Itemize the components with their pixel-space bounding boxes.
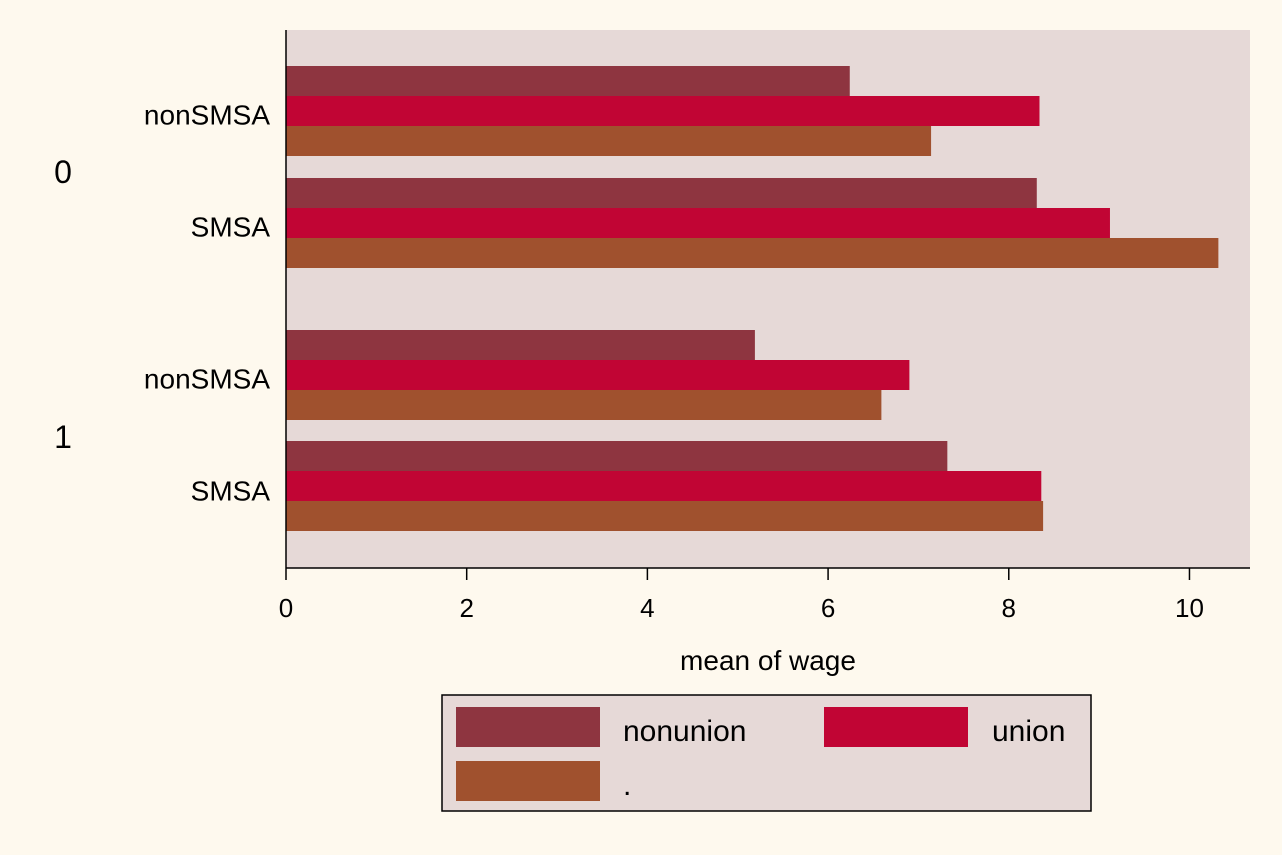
bar-union-0-nonSMSA — [286, 96, 1040, 126]
x-tick-label-10: 10 — [1175, 593, 1204, 623]
x-tick-label-2: 2 — [459, 593, 473, 623]
legend-swatch-dot — [456, 761, 600, 801]
legend-swatch-nonunion — [456, 707, 600, 747]
legend-label-nonunion: nonunion — [623, 715, 746, 748]
bar-dot-0-nonSMSA — [286, 126, 932, 156]
bar-dot-1-SMSA — [286, 501, 1044, 531]
category-label-1-SMSA: SMSA — [191, 476, 271, 507]
category-labels-layer: 0 nonSMSA SMSA 1 nonSMSA SMSA — [54, 100, 270, 507]
category-label-1-nonSMSA: nonSMSA — [144, 364, 270, 395]
x-tick-label-6: 6 — [821, 593, 835, 623]
bar-union-0-SMSA — [286, 208, 1110, 238]
bar-dot-1-nonSMSA — [286, 390, 882, 420]
bar-union-1-nonSMSA — [286, 360, 910, 390]
bar-nonunion-0-nonSMSA — [286, 66, 850, 96]
x-ticks-layer: 0 2 4 6 8 10 — [279, 568, 1204, 623]
bar-dot-0-SMSA — [286, 238, 1219, 268]
bar-nonunion-1-nonSMSA — [286, 330, 755, 360]
x-tick-label-0: 0 — [279, 593, 293, 623]
legend-swatch-union — [824, 707, 968, 747]
bar-union-1-SMSA — [286, 471, 1042, 501]
bar-nonunion-0-SMSA — [286, 178, 1037, 208]
legend-label-dot: . — [623, 769, 631, 802]
legend: nonunion union . — [441, 694, 1092, 812]
bars-layer — [286, 66, 1219, 531]
x-axis-title: mean of wage — [680, 645, 856, 676]
group-label-0: 0 — [54, 154, 72, 190]
category-label-0-SMSA: SMSA — [191, 212, 271, 243]
legend-label-union: union — [992, 715, 1065, 748]
x-tick-label-8: 8 — [1002, 593, 1016, 623]
category-label-0-nonSMSA: nonSMSA — [144, 100, 270, 131]
bar-nonunion-1-SMSA — [286, 441, 948, 471]
x-tick-label-4: 4 — [640, 593, 654, 623]
group-label-1: 1 — [54, 419, 72, 455]
